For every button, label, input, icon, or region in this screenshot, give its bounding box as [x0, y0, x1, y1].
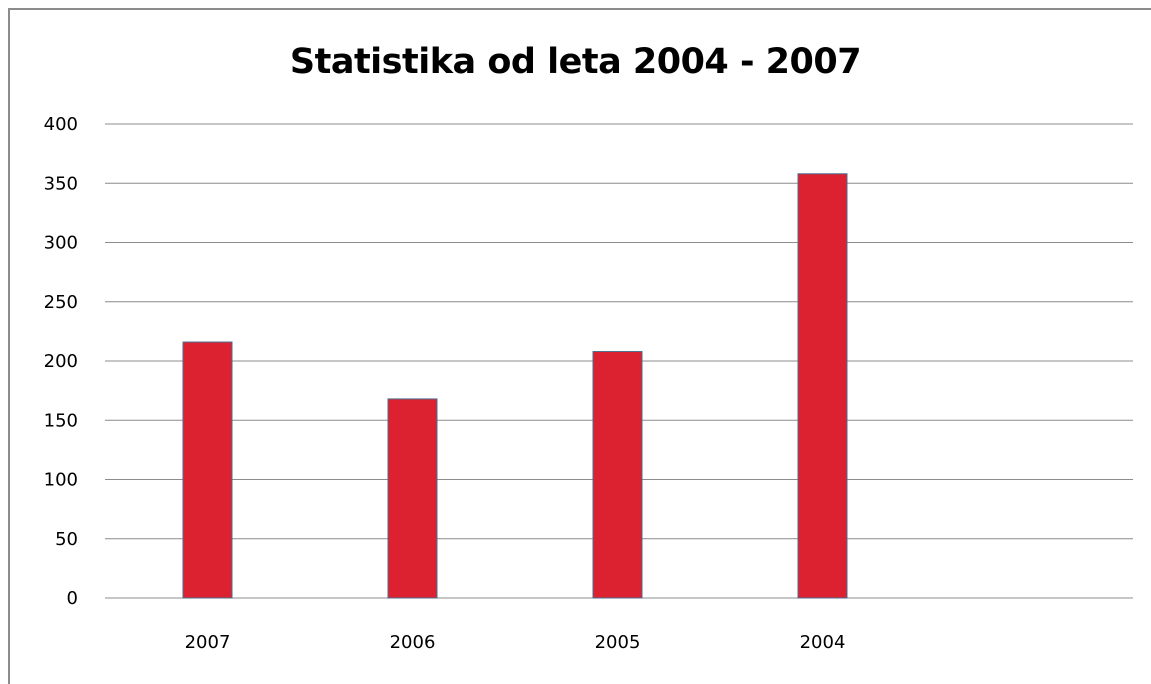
- bars: [182, 173, 848, 599]
- x-tick-label: 2007: [185, 632, 231, 653]
- bar-2005: [592, 351, 643, 599]
- y-tick-label: 350: [44, 173, 78, 194]
- x-tick-label: 2005: [595, 632, 641, 653]
- x-tick-label: 2004: [800, 632, 846, 653]
- y-tick-label: 300: [44, 233, 78, 254]
- y-tick-label: 150: [44, 410, 78, 431]
- y-tick-label: 100: [44, 470, 78, 491]
- y-tick-label: 50: [55, 529, 78, 550]
- x-tick-label: 2006: [390, 632, 436, 653]
- x-axis-ticks: 2007 2006 2005 2004: [185, 632, 846, 653]
- y-tick-label: 0: [67, 588, 78, 609]
- bar-2004: [797, 173, 848, 599]
- y-axis-ticks: 0 50 100 150 200 250 300 350 400: [44, 114, 78, 609]
- y-tick-label: 400: [44, 114, 78, 135]
- y-tick-label: 200: [44, 351, 78, 372]
- chart-title: Statistika od leta 2004 - 2007: [289, 42, 862, 82]
- y-tick-label: 250: [44, 292, 78, 313]
- bar-2007: [182, 341, 233, 599]
- bar-2006: [387, 398, 438, 599]
